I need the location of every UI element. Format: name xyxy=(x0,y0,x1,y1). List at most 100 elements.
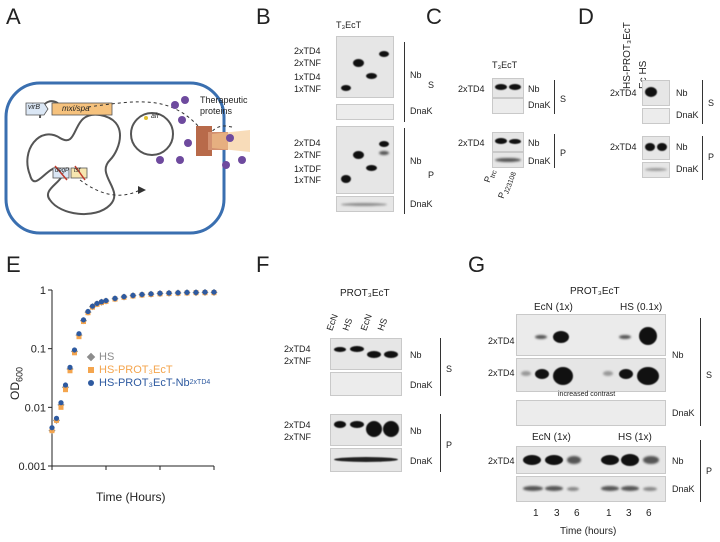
g-time-2: 6 xyxy=(574,508,580,519)
gene2-label: tsf xyxy=(74,168,81,174)
g-group-1: EcN (1x) xyxy=(534,302,573,313)
g-p-nb-label: Nb xyxy=(672,456,684,466)
panel-g-header: PROT₃EcT xyxy=(570,286,620,297)
d-p-nb-label: Nb xyxy=(676,142,688,152)
f-s-dnak-label: DnaK xyxy=(410,380,433,390)
y-tick-label: 0.001 xyxy=(18,461,46,470)
data-point-hs-prot3ect-nb xyxy=(62,382,69,388)
c-lane-2: PJ23108 xyxy=(495,171,518,200)
b-p-nb-blot xyxy=(336,126,394,194)
g-contrast-label: increased contrast xyxy=(558,391,616,398)
data-point-hs-prot3ect-nb xyxy=(130,292,136,298)
f-p-nb-blot xyxy=(330,414,402,446)
d-p-dnak-label: DnaK xyxy=(676,164,699,174)
data-point-hs-prot3ect-nb xyxy=(89,303,96,309)
b-p-label: P xyxy=(428,170,435,180)
panel-b-header: T₃EcT xyxy=(336,20,362,30)
b-s-label-2: 1xTD4 xyxy=(294,72,321,82)
g-time-5: 6 xyxy=(646,508,652,519)
g-time-3: 1 xyxy=(606,508,612,519)
data-point-hs-prot3ect-nb xyxy=(58,400,64,406)
c-s-row-label: 2xTD4 xyxy=(458,84,485,94)
d-lane-1: HS-PROT₃EcT xyxy=(622,22,633,89)
g-p-row-label: 2xTD4 xyxy=(488,456,515,466)
f-p-dnak-blot xyxy=(330,448,402,472)
gene1-label: degP xyxy=(55,168,70,174)
e-xlabel: Time (Hours) xyxy=(96,490,166,504)
f-p-dnak-label: DnaK xyxy=(410,456,433,466)
g-group-3: EcN (1x) xyxy=(532,432,571,443)
e-ylabel: OD600 xyxy=(8,366,25,400)
therapeutic-proteins xyxy=(156,96,246,169)
y-tick-label: 0.01 xyxy=(25,402,46,414)
b-p-dnak-label: DnaK xyxy=(410,199,433,209)
panel-label-g: G xyxy=(468,252,486,277)
f-s-nb-label: Nb xyxy=(410,350,422,360)
panel-a-schematic: Therapeutic proteins virB mxi/spa afr de… xyxy=(0,0,250,250)
data-point-hs-prot3ect xyxy=(63,387,68,393)
data-point-hs-prot3ect-nb xyxy=(148,291,154,297)
b-s-label-1: 2xTNF xyxy=(294,58,321,68)
data-point-hs-prot3ect-nb xyxy=(193,289,199,296)
data-point-hs-prot3ect xyxy=(49,428,55,434)
f-s-label: S xyxy=(446,364,453,374)
data-point-hs-prot3ect-nb xyxy=(112,295,118,301)
d-s-row-label: 2xTD4 xyxy=(610,88,637,98)
data-point-hs-prot3ect-nb xyxy=(157,290,163,296)
panel-label-f: F xyxy=(256,252,270,277)
virb-gene xyxy=(25,102,49,116)
legend-item-hs: HS xyxy=(86,350,210,363)
data-point-hs-prot3ect xyxy=(67,368,73,374)
d-s-nb-blot xyxy=(642,80,670,106)
y-tick-label: 0.1 xyxy=(31,344,46,356)
g-s-nb-blot xyxy=(516,314,666,356)
b-s-nb-blot xyxy=(336,36,394,98)
data-point-hs-prot3ect-nb xyxy=(139,291,145,298)
c-s-dnak-blot xyxy=(492,98,524,114)
g-p-dnak-blot xyxy=(516,476,666,502)
c-s-nb-blot xyxy=(492,78,524,98)
data-point-hs-prot3ect xyxy=(58,404,64,410)
data-point-hs-prot3ect-nb xyxy=(76,331,82,337)
g-s-contrast-blot xyxy=(516,358,666,392)
g-time-0: 1 xyxy=(533,508,539,519)
circle-icon xyxy=(88,379,94,386)
d-s-dnak-blot xyxy=(642,108,670,124)
d-p-label: P xyxy=(708,152,715,162)
legend-item-hs-prot3ect-nb: HS-PROT₃EcT-Nb 2xTD4 xyxy=(88,376,210,389)
g-p-nb-blot xyxy=(516,446,666,474)
c-lane-1: Ptrc xyxy=(481,169,499,184)
f-p-nb-label: Nb xyxy=(410,426,422,436)
therapeutic-proteins-label: Therapeutic proteins xyxy=(200,95,248,116)
g-s-dnak-label: DnaK xyxy=(672,408,695,418)
data-point-hs-prot3ect-nb xyxy=(53,415,60,421)
data-point-hs-prot3ect-nb xyxy=(184,289,190,296)
g-s-row-label-1: 2xTD4 xyxy=(488,336,515,346)
f-s-row2: 2xTNF xyxy=(284,356,311,366)
data-point-hs-prot3ect-nb xyxy=(103,297,109,304)
data-point-hs-prot3ect-nb xyxy=(121,294,127,300)
cell-membrane xyxy=(4,81,226,235)
data-point-hs-prot3ect-nb xyxy=(166,290,172,296)
c-p-nb-blot xyxy=(492,132,524,152)
data-point-hs-prot3ect-nb xyxy=(211,289,217,295)
d-s-dnak-label: DnaK xyxy=(676,110,699,120)
diamond-icon xyxy=(86,352,96,361)
c-s-label: S xyxy=(560,94,567,104)
virb-label: virB xyxy=(28,104,41,111)
c-p-nb-label: Nb xyxy=(528,138,540,148)
data-point-hs-prot3ect-nb xyxy=(49,425,55,431)
b-s-label-3: 1xTNF xyxy=(294,84,321,94)
b-p-label-3: 1xTNF xyxy=(294,175,321,185)
panel-f-header: PROT₃EcT xyxy=(340,288,390,299)
d-p-row-label: 2xTD4 xyxy=(610,142,637,152)
f-s-dnak-blot xyxy=(330,372,402,396)
g-time-1: 3 xyxy=(554,508,560,519)
g-xlabel: Time (hours) xyxy=(560,526,617,537)
g-time-4: 3 xyxy=(626,508,632,519)
bacterium-diagram xyxy=(4,81,250,235)
c-p-dnak-blot xyxy=(492,152,524,168)
data-point-hs-prot3ect-nb xyxy=(175,290,181,296)
f-lane-0: EcN xyxy=(324,312,340,332)
g-s-nb-label: Nb xyxy=(672,350,684,360)
